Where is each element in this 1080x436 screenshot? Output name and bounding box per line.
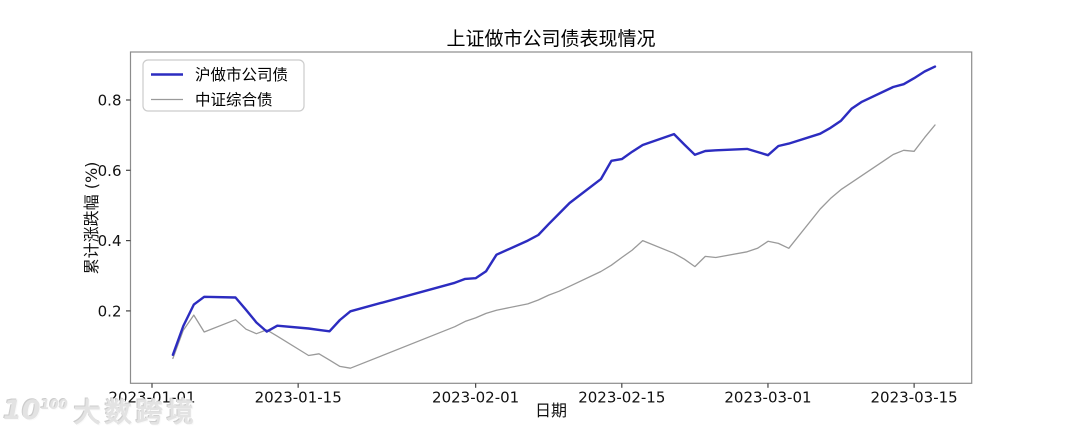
y-tick-label: 0.8 <box>98 92 122 110</box>
plot-frame <box>129 51 973 384</box>
y-axis-label: 累计涨跌幅 (%) <box>82 162 101 275</box>
x-tick-label: 2023-01-15 <box>255 388 342 406</box>
legend-item-hu-market-bond: 沪做市公司债 <box>151 66 288 84</box>
x-axis-label: 日期 <box>535 401 567 420</box>
brand-logo-base: 10 <box>3 394 41 426</box>
watermark: 10100 大数跨境 <box>3 391 198 429</box>
chart-title: 上证做市公司债表现情况 <box>446 28 655 50</box>
x-tick-label: 2023-03-01 <box>724 388 811 406</box>
legend-item-csi-composite-bond: 中证综合债 <box>151 91 273 109</box>
legend-label-hu-market-bond: 沪做市公司债 <box>195 66 288 84</box>
series-line-0 <box>171 65 937 356</box>
brand-logo-exponent: 100 <box>40 397 68 413</box>
y-tick-label: 0.4 <box>98 232 122 250</box>
legend-frame <box>142 59 305 112</box>
series-line-1 <box>172 124 936 369</box>
y-tick-label: 0.6 <box>98 162 122 180</box>
brand-name: 大数跨境 <box>73 397 198 429</box>
y-tick-label: 0.2 <box>98 302 122 320</box>
brand-logo: 10100 <box>3 395 68 426</box>
x-tick-label: 2023-02-01 <box>432 388 519 406</box>
series-lines <box>171 65 937 369</box>
x-axis-ticks: 2023-01-01 2023-01-15 2023-02-01 2023-02-15… <box>108 383 958 406</box>
x-tick-label: 2023-01-01 <box>108 388 195 406</box>
legend-label-csi-composite-bond: 中证综合债 <box>195 91 273 109</box>
y-axis-ticks: 0.2 0.4 0.6 0.8 <box>98 92 131 320</box>
chart-legend: 沪做市公司债 中证综合债 <box>142 59 305 112</box>
x-tick-label: 2023-02-15 <box>578 388 665 406</box>
x-tick-label: 2023-03-15 <box>871 388 958 406</box>
